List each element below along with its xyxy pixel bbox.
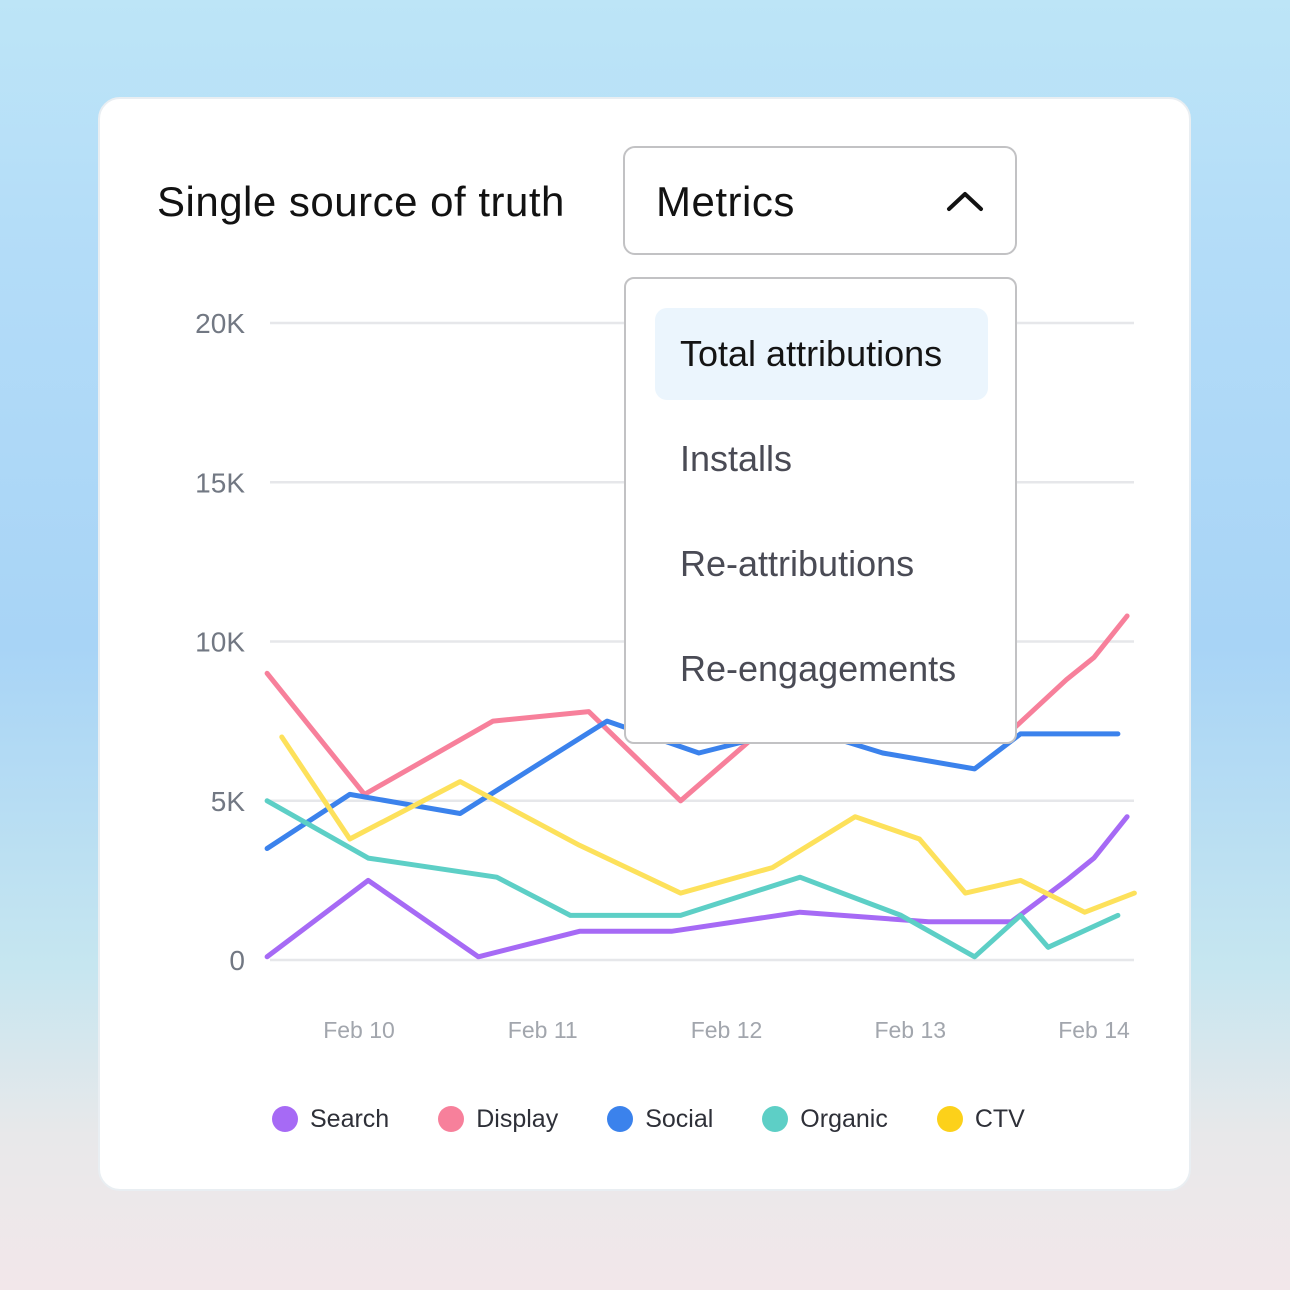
- x-tick-label-0: Feb 10: [323, 1017, 395, 1043]
- legend-dot-organic: [762, 1106, 789, 1132]
- menu-item-installs[interactable]: Installs: [680, 438, 793, 479]
- series-line-search: [264, 814, 1130, 960]
- select-value: Metrics: [656, 178, 795, 225]
- x-axis-ticks: Feb 10 Feb 11 Feb 12 Feb 13 Feb 14: [323, 1017, 1130, 1043]
- legend-label-display: Display: [476, 1104, 559, 1133]
- menu-item-re-engagements[interactable]: Re-engagements: [680, 648, 957, 689]
- legend-item-organic[interactable]: Organic: [762, 1105, 888, 1134]
- x-tick-label-2: Feb 12: [691, 1017, 763, 1043]
- legend-dot-social: [607, 1106, 634, 1132]
- x-tick-label-4: Feb 14: [1058, 1017, 1130, 1043]
- metrics-select[interactable]: Metrics: [623, 146, 1017, 255]
- legend-label-social: Social: [645, 1104, 714, 1133]
- legend-label-search: Search: [310, 1104, 390, 1133]
- page-title: Single source of truth: [157, 178, 565, 225]
- series-line-display: [264, 613, 1130, 804]
- legend-dot-display: [438, 1106, 465, 1132]
- series-line-ctv: [279, 734, 1137, 915]
- menu-item-re-attributions[interactable]: Re-attributions: [680, 543, 915, 584]
- legend-dot-ctv: [936, 1106, 963, 1132]
- chevron-up-icon[interactable]: [945, 188, 985, 214]
- legend-item-search[interactable]: Search: [272, 1105, 389, 1134]
- legend-label-ctv: CTV: [974, 1104, 1025, 1133]
- y-tick-label-2: 10K: [195, 627, 245, 658]
- metrics-dropdown-menu: Total attributions Installs Re-attributi…: [624, 277, 1017, 744]
- menu-item-total-attributions[interactable]: Total attributions: [655, 308, 988, 400]
- legend-item-ctv[interactable]: CTV: [936, 1104, 1025, 1134]
- x-tick-label-3: Feb 13: [874, 1017, 946, 1043]
- legend-item-social[interactable]: Social: [607, 1105, 713, 1134]
- legend-label-organic: Organic: [800, 1104, 888, 1133]
- y-tick-label-3: 15K: [195, 467, 245, 498]
- legend-dot-search: [272, 1106, 298, 1132]
- chart-legend: Search Display Social Organic CTV: [272, 1101, 1025, 1137]
- y-axis-ticks: 0 5K 10K 15K 20K: [195, 308, 245, 976]
- y-tick-label-0: 0: [229, 945, 245, 976]
- y-tick-label-1: 5K: [211, 786, 246, 817]
- legend-item-display[interactable]: Display: [438, 1105, 558, 1134]
- x-tick-label-1: Feb 11: [508, 1017, 578, 1043]
- series-line-organic: [264, 798, 1121, 960]
- y-tick-label-4: 20K: [195, 308, 245, 339]
